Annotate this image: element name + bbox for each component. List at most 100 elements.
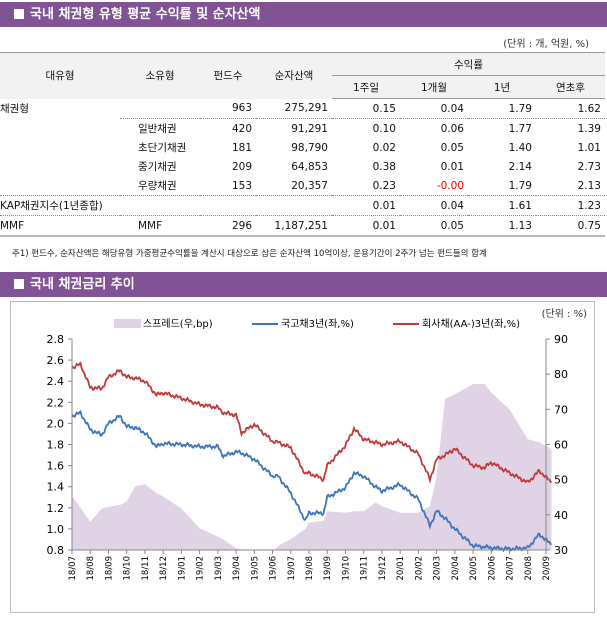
x-tick-label: 19/07 — [287, 556, 297, 581]
cell-minor: 일반채권 — [120, 118, 200, 138]
col-returns: 수익률 — [332, 52, 605, 76]
series-corporate-line — [71, 361, 553, 484]
col-funds: 펀드수 — [200, 52, 256, 99]
cell-w1: 0.15 — [372, 102, 396, 115]
y-right-tick-label: 90 — [554, 333, 568, 346]
cell-assets: 1,187,251 — [256, 215, 332, 237]
y-left-tick-label: 1.6 — [47, 460, 65, 473]
x-tick-label: 19/01 — [177, 556, 187, 581]
x-tick-label: 19/05 — [250, 556, 260, 581]
y-right-tick-label: 80 — [554, 368, 568, 381]
chart-svg: (단위 : %) 스프레드(우,bp) 국고채3년(좌,%) 회사채(AA-)3… — [47, 307, 588, 581]
cell-w1: 0.01 — [332, 195, 400, 216]
cell-minor — [120, 99, 200, 119]
cell-ytd: 1.23 — [536, 195, 605, 216]
cell-w1: 0.01 — [332, 215, 400, 237]
col-ytd: 연초후 — [536, 75, 605, 99]
x-tick-label: 20/03 — [433, 556, 443, 581]
chart-unit: (단위 : %) — [542, 307, 588, 320]
legend-spread: 스프레드(우,bp) — [143, 318, 213, 330]
legend-treasury: 국고채3년(좌,%) — [281, 318, 354, 330]
cell-major — [0, 157, 120, 176]
cell-assets: 275,291 — [284, 102, 328, 115]
y-left-tick-label: 0.8 — [47, 544, 65, 557]
x-tick-label: 18/09 — [104, 556, 114, 581]
y-left-tick-label: 1.0 — [47, 523, 65, 536]
cell-funds — [200, 195, 256, 216]
cell-ytd: 2.73 — [577, 160, 601, 173]
cell-funds: 153 — [231, 179, 252, 192]
x-tick-label: 20/04 — [451, 556, 461, 581]
table-row: MMF MMF 296 1,187,251 0.01 0.05 1.13 0.75 — [0, 215, 605, 237]
legend-corporate: 회사채(AA-)3년(좌,%) — [422, 318, 520, 330]
x-tick-label: 19/03 — [214, 556, 224, 581]
cell-minor: MMF — [120, 215, 200, 237]
x-tick-label: 18/12 — [159, 556, 169, 581]
x-tick-label: 20/01 — [396, 556, 406, 581]
cell-minor — [120, 195, 200, 216]
table-row: 채권형 963 275,291 0.15 0.04 1.79 1.62 — [0, 99, 605, 119]
table-row: 일반채권 420 91,291 0.10 0.06 1.77 1.39 — [0, 118, 605, 138]
x-tick-label: 18/10 — [123, 556, 133, 581]
x-tick-label: 19/04 — [232, 556, 242, 581]
cell-assets — [256, 195, 332, 216]
col-major: 대유형 — [0, 52, 120, 99]
col-assets: 순자산액 — [256, 52, 332, 99]
cell-m1: 0.05 — [440, 141, 464, 154]
footnote: 주1) 펀드수, 순자산액은 해당유형 가중평균수익률을 계산시 대상으로 삼은… — [12, 249, 487, 259]
square-bullet-icon — [14, 9, 24, 19]
section-title: 국내 채권금리 추이 — [30, 277, 135, 292]
legend: 스프레드(우,bp) 국고채3년(좌,%) 회사채(AA-)3년(좌,%) — [114, 318, 520, 330]
section-header-returns: 국내 채권형 유형 평균 수익률 및 순자산액 — [0, 2, 607, 27]
cell-w1: 0.23 — [372, 179, 396, 192]
cell-major — [0, 138, 120, 157]
cell-assets: 91,291 — [256, 118, 332, 138]
y-right-tick-label: 50 — [554, 474, 568, 487]
table-row: 초단기채권 181 98,790 0.02 0.05 1.40 1.01 — [0, 138, 605, 157]
col-minor: 소유형 — [120, 52, 200, 99]
x-tick-label: 19/11 — [360, 556, 370, 581]
cell-y1: 1.77 — [468, 118, 536, 138]
x-tick-label: 20/07 — [506, 556, 516, 581]
table-row: KAP채권지수(1년종합) 0.01 0.04 1.61 1.23 — [0, 195, 605, 216]
cell-m1: 0.01 — [440, 160, 464, 173]
cell-major: 채권형 — [0, 103, 29, 115]
cell-ytd: 1.62 — [577, 102, 601, 115]
cell-minor: 중기채권 — [138, 161, 177, 173]
unit-label: (단위 : 개, 억원, %) — [503, 39, 589, 50]
cell-m1: 0.04 — [400, 195, 468, 216]
y-right-tick-label: 30 — [554, 544, 568, 557]
cell-ytd: 1.39 — [536, 118, 605, 138]
x-tick-label: 18/08 — [86, 556, 96, 581]
section-header-rates: 국내 채권금리 추이 — [0, 272, 607, 297]
x-tick-label: 20/05 — [469, 556, 479, 581]
cell-funds: 181 — [231, 141, 252, 154]
cell-m1: 0.06 — [400, 118, 468, 138]
y-left-tick-label: 2.2 — [47, 396, 65, 409]
table-row: 우량채권 153 20,357 0.23 -0.00 1.79 2.13 — [0, 176, 605, 196]
cell-major — [0, 176, 120, 196]
series-spread-area — [72, 384, 552, 550]
cell-y1: 1.61 — [468, 195, 536, 216]
cell-y1: 1.40 — [508, 141, 532, 154]
x-tick-label: 19/10 — [341, 556, 351, 581]
x-tick-label: 19/09 — [323, 556, 333, 581]
cell-assets: 64,853 — [291, 160, 328, 173]
square-bullet-icon — [14, 279, 24, 289]
x-tick-label: 19/02 — [196, 556, 206, 581]
x-tick-label: 20/02 — [414, 556, 424, 581]
y-right-tick-label: 70 — [554, 403, 568, 416]
cell-funds: 209 — [231, 160, 252, 173]
cell-m1: -0.00 — [436, 179, 464, 192]
cell-y1: 1.79 — [508, 102, 532, 115]
y-right-tick-label: 60 — [554, 439, 568, 452]
legend-swatch-spread — [114, 319, 141, 328]
cell-w1: 0.10 — [332, 118, 400, 138]
cell-ytd: 2.13 — [577, 179, 601, 192]
col-1m: 1개월 — [400, 75, 468, 99]
y-left-tick-label: 2.4 — [47, 375, 65, 388]
series-treasury-line — [71, 410, 553, 553]
cell-assets: 20,357 — [291, 179, 328, 192]
y-right-tick-label: 40 — [554, 509, 568, 522]
x-tick-label: 19/12 — [378, 556, 388, 581]
